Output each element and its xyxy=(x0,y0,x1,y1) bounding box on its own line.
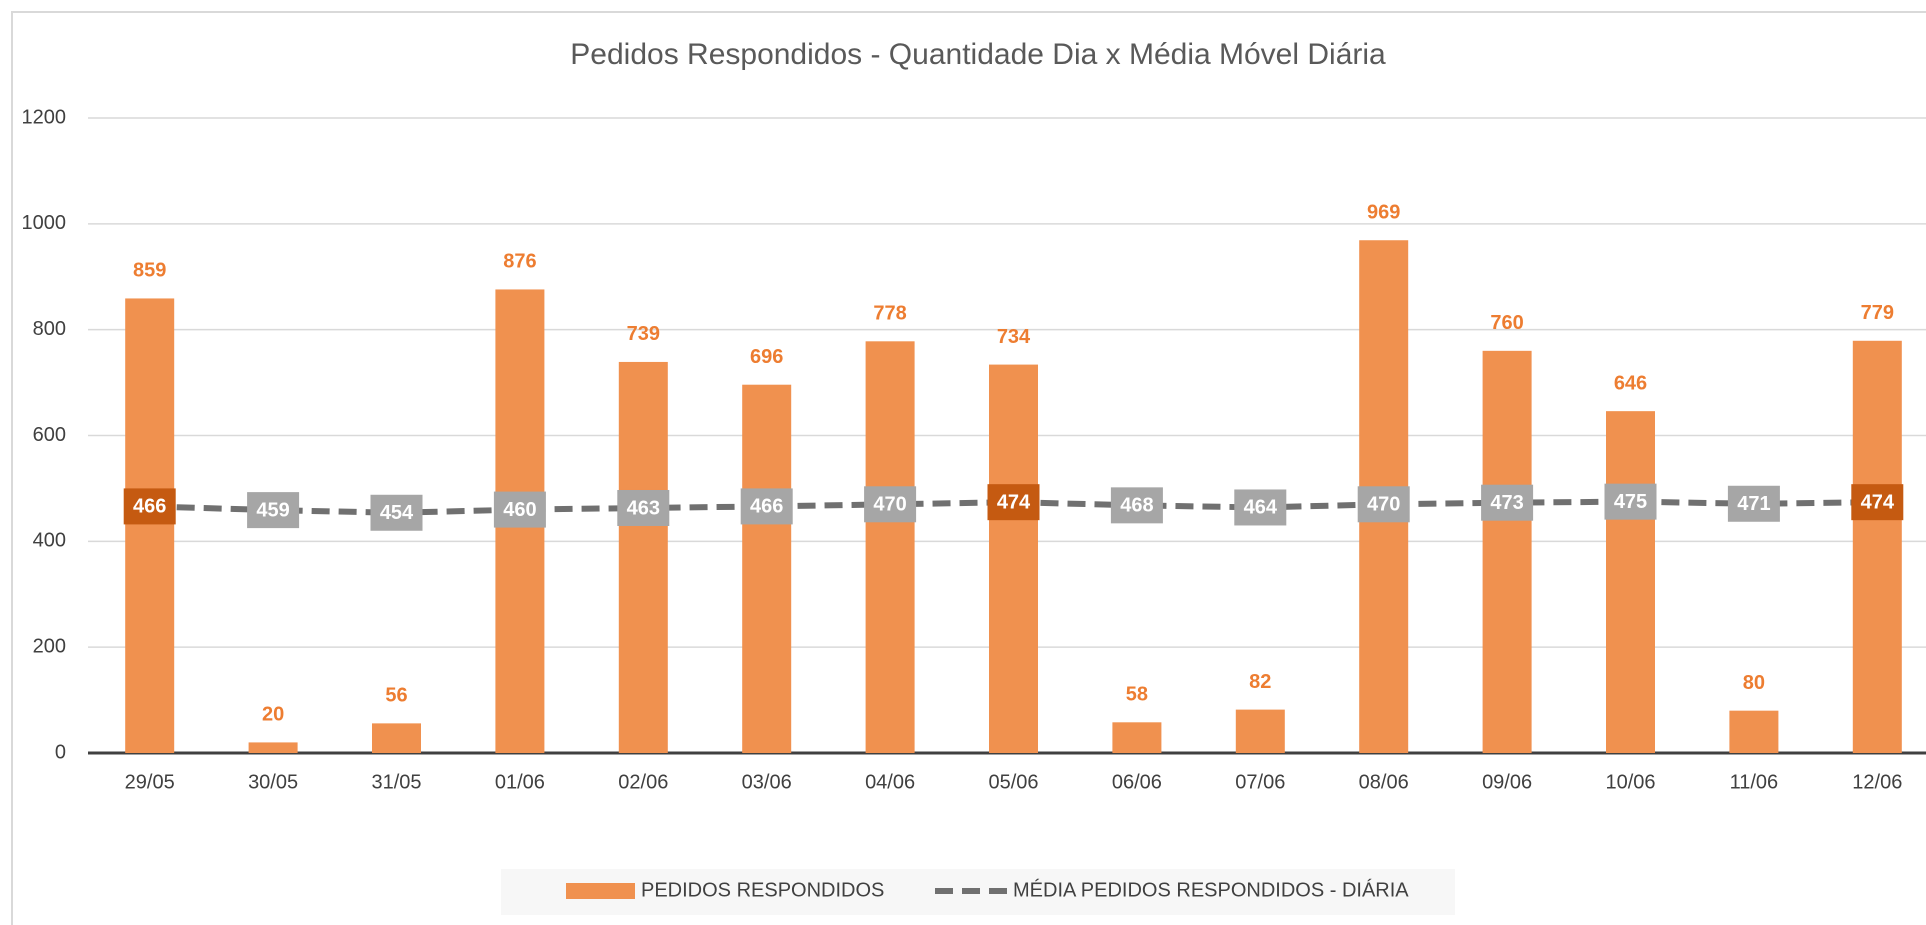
y-tick-label: 400 xyxy=(33,530,66,552)
y-tick-label: 0 xyxy=(55,741,66,763)
line-label-box xyxy=(123,488,176,525)
line xyxy=(149,498,1878,516)
bar-label: 734 xyxy=(997,326,1031,348)
bar-label: 779 xyxy=(1861,302,1894,324)
bar xyxy=(742,384,792,753)
line-label: 460 xyxy=(503,499,536,521)
bar-label: 696 xyxy=(750,346,783,368)
legend-label: MÉDIA PEDIDOS RESPONDIDOS - DIÁRIA xyxy=(1013,878,1409,901)
line-label-box xyxy=(1851,484,1904,521)
x-tick-label: 01/06 xyxy=(495,771,545,793)
bar xyxy=(618,361,668,753)
bar-label: 859 xyxy=(133,260,166,282)
bar xyxy=(125,298,175,753)
legend-label: PEDIDOS RESPONDIDOS xyxy=(641,879,884,901)
line-label: 463 xyxy=(627,497,660,519)
line-label-box xyxy=(370,494,423,531)
bar xyxy=(1112,722,1162,753)
x-tick-label: 12/06 xyxy=(1852,771,1902,793)
bar xyxy=(865,341,915,753)
x-tick-label: 07/06 xyxy=(1235,771,1285,793)
bar xyxy=(372,723,421,753)
line-label-box xyxy=(1110,487,1163,524)
line-label-box xyxy=(493,491,546,528)
bar xyxy=(989,364,1038,753)
line-label: 470 xyxy=(873,494,906,516)
x-tick-label: 06/06 xyxy=(1112,771,1162,793)
line-label-box xyxy=(247,492,300,529)
x-tick-label: 09/06 xyxy=(1482,771,1532,793)
line-label-box xyxy=(1234,489,1287,526)
line-label: 470 xyxy=(1367,494,1400,516)
bar xyxy=(248,742,298,753)
bar-label: 82 xyxy=(1249,671,1271,693)
line-label-box xyxy=(1604,483,1657,520)
line-label: 471 xyxy=(1737,493,1770,515)
line-label-box xyxy=(987,484,1040,521)
bar xyxy=(1852,340,1902,753)
line-label: 466 xyxy=(750,496,783,518)
x-tick-label: 04/06 xyxy=(865,771,915,793)
chart-border xyxy=(11,11,1926,925)
line-label: 475 xyxy=(1614,491,1647,513)
line-label: 454 xyxy=(380,502,414,524)
y-tick-label: 200 xyxy=(33,635,66,657)
x-tick-label: 08/06 xyxy=(1359,771,1409,793)
bar xyxy=(1729,710,1779,753)
bar-label: 876 xyxy=(503,251,536,273)
bar-label: 778 xyxy=(873,303,906,325)
x-tick-label: 03/06 xyxy=(742,771,792,793)
x-tick-label: 02/06 xyxy=(618,771,668,793)
line-label: 473 xyxy=(1490,492,1523,514)
bar-label: 739 xyxy=(627,323,660,345)
y-tick-label: 1200 xyxy=(22,106,67,128)
bar-label: 760 xyxy=(1490,312,1523,334)
line-label: 464 xyxy=(1244,497,1278,519)
line-label-box xyxy=(740,488,793,525)
y-tick-label: 800 xyxy=(33,318,66,340)
line-label-box xyxy=(617,489,670,526)
bar-label: 80 xyxy=(1743,672,1765,694)
x-tick-label: 31/05 xyxy=(371,771,421,793)
bar-label: 56 xyxy=(385,685,407,707)
y-tick-label: 600 xyxy=(33,424,66,446)
line-label: 466 xyxy=(133,496,166,518)
bar-label: 646 xyxy=(1614,372,1647,394)
line-label: 468 xyxy=(1120,495,1153,517)
bar xyxy=(1235,709,1285,753)
x-tick-label: 05/06 xyxy=(988,771,1038,793)
legend-swatch xyxy=(566,883,635,899)
line-label-box xyxy=(864,486,917,523)
bar-label: 969 xyxy=(1367,202,1400,224)
bar xyxy=(1606,411,1655,753)
line-label: 474 xyxy=(1861,491,1895,513)
x-tick-label: 29/05 xyxy=(125,771,175,793)
y-tick-label: 1000 xyxy=(22,212,67,234)
line-label: 459 xyxy=(256,499,289,521)
chart-title: Pedidos Respondidos - Quantidade Dia x M… xyxy=(570,38,1386,71)
line-label-box xyxy=(1481,484,1534,521)
bar-label: 20 xyxy=(262,704,284,726)
line-label: 474 xyxy=(997,491,1031,513)
line-label-box xyxy=(1357,486,1410,523)
x-tick-label: 30/05 xyxy=(248,771,298,793)
x-tick-label: 11/06 xyxy=(1730,771,1779,793)
bar xyxy=(1482,350,1532,753)
bar-label: 58 xyxy=(1126,684,1148,706)
x-tick-label: 10/06 xyxy=(1605,771,1655,793)
line-label-box xyxy=(1727,485,1780,522)
